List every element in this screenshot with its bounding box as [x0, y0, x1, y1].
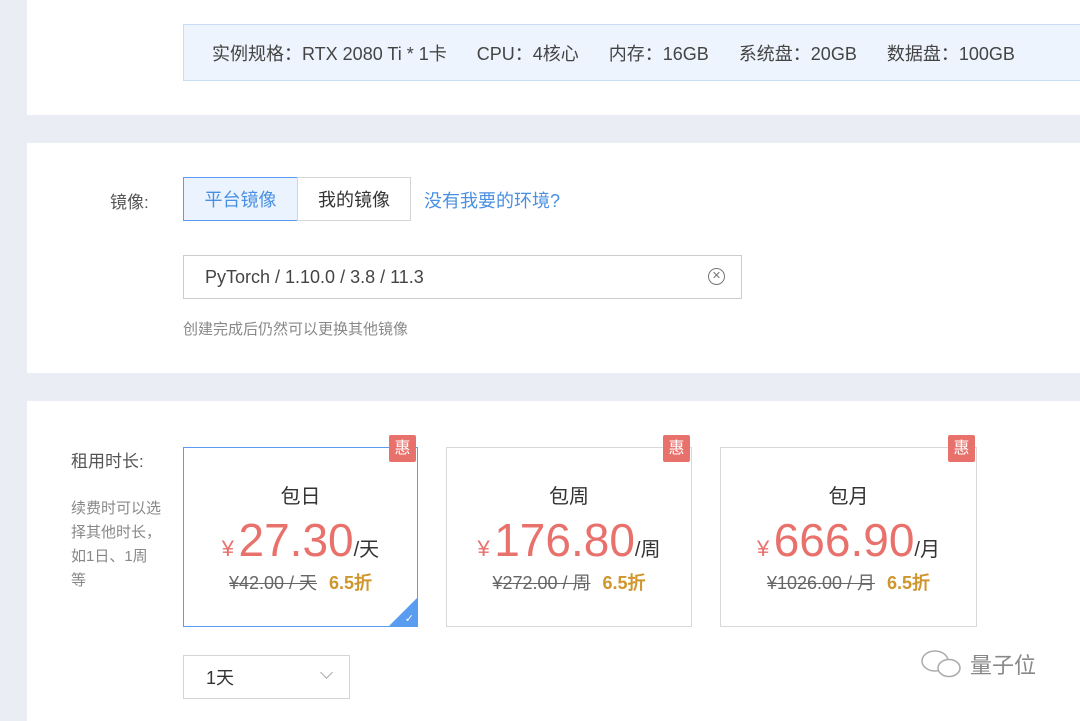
spec-data-disk: 数据盘：100GB: [886, 43, 1015, 64]
rental-label: 租用时长:: [71, 452, 144, 471]
plan-card-monthly[interactable]: 惠 包月 ¥ 666.90/月 ¥1026.00 / 月 6.5折: [720, 435, 977, 627]
image-panel: 镜像: 平台镜像 我的镜像 没有我要的环境? PyTorch / 1.10.0 …: [27, 143, 1080, 373]
spec-memory: 内存：16GB: [608, 43, 709, 64]
plan-price: ¥ 176.80/周: [477, 514, 661, 566]
rental-panel: 租用时长: 续费时可以选择其他时长，如1日、1周等 惠 包日 ¥ 27.30/天…: [27, 401, 1080, 721]
plan-card-daily[interactable]: 惠 包日 ¥ 27.30/天 ¥42.00 / 天 6.5折 ✓: [183, 435, 418, 627]
spec-system-disk: 系统盘：20GB: [738, 43, 857, 64]
plan-original-price: ¥42.00 / 天 6.5折: [228, 573, 373, 593]
clear-icon[interactable]: ✕: [708, 268, 725, 285]
plan-original-price: ¥1026.00 / 月 6.5折: [766, 573, 931, 593]
spec-gpu: 实例规格：RTX 2080 Ti * 1卡: [212, 43, 447, 64]
instance-spec-bar: 实例规格：RTX 2080 Ti * 1卡 CPU：4核心 内存：16GB 系统…: [183, 24, 1080, 81]
spec-cpu: CPU：4核心: [476, 43, 579, 64]
discount-badge: 惠: [948, 435, 975, 462]
image-label: 镜像:: [110, 193, 149, 212]
tab-my-image[interactable]: 我的镜像: [297, 177, 411, 221]
spec-panel: 实例规格：RTX 2080 Ti * 1卡 CPU：4核心 内存：16GB 系统…: [27, 0, 1080, 115]
image-select[interactable]: PyTorch / 1.10.0 / 3.8 / 11.3 ✕: [183, 255, 742, 299]
plan-price: ¥ 666.90/月: [757, 514, 940, 566]
duration-value: 1天: [206, 668, 235, 688]
plan-original-price: ¥272.00 / 周 6.5折: [492, 573, 646, 593]
wechat-icon: [921, 650, 961, 678]
tab-platform-image[interactable]: 平台镜像: [183, 177, 298, 221]
plan-title: 包日: [280, 486, 321, 508]
watermark-text: 量子位: [970, 653, 1037, 678]
rental-note: 续费时可以选择其他时长，如1日、1周等: [71, 500, 162, 589]
chevron-down-icon: [320, 666, 333, 679]
missing-env-link[interactable]: 没有我要的环境?: [424, 191, 561, 211]
image-select-value: PyTorch / 1.10.0 / 3.8 / 11.3: [205, 266, 424, 287]
plan-title: 包月: [828, 486, 869, 508]
duration-select[interactable]: 1天: [183, 655, 350, 699]
image-hint: 创建完成后仍然可以更换其他镜像: [183, 321, 409, 338]
discount-badge: 惠: [389, 435, 416, 462]
check-icon: ✓: [404, 613, 414, 625]
plan-price: ¥ 27.30/天: [221, 514, 380, 566]
plan-title: 包周: [549, 486, 589, 508]
watermark: 量子位: [920, 648, 1036, 680]
discount-badge: 惠: [663, 435, 690, 462]
selected-corner: [389, 598, 417, 626]
plan-card-weekly[interactable]: 惠 包周 ¥ 176.80/周 ¥272.00 / 周 6.5折: [446, 435, 692, 627]
